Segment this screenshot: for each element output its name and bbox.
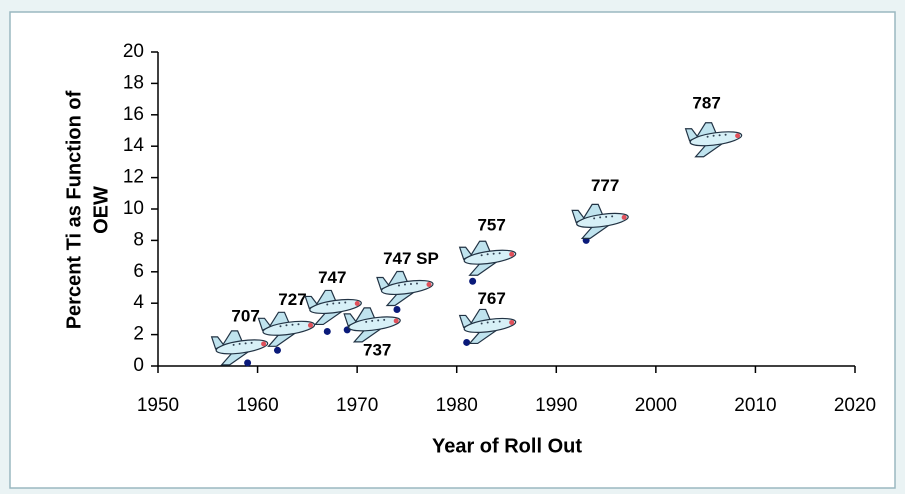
x-tick-label: 2010 [734,395,776,416]
x-tick-label: 2000 [635,395,677,416]
data-point [274,347,281,354]
y-tick-label: 12 [123,167,144,188]
data-point [324,328,331,335]
y-axis-title: Percent Ti as Function of [63,90,85,329]
point-label: 727 [278,290,306,309]
data-point [244,359,251,366]
x-tick-label: 1990 [535,395,577,416]
point-label: 737 [363,340,391,359]
point-label: 747 SP [383,249,439,268]
y-tick-label: 4 [133,292,144,313]
chart: Year of Roll Out Percent Ti as Function … [0,0,905,494]
data-point [469,278,476,285]
point-label: 787 [692,93,720,112]
y-tick-label: 8 [133,229,144,250]
x-tick-label: 1960 [236,395,278,416]
y-tick-label: 2 [133,324,144,345]
point-label: 707 [231,306,259,325]
y-tick-label: 16 [123,104,144,125]
x-tick-label: 2020 [834,395,876,416]
y-tick-label: 18 [123,72,144,93]
data-point [393,306,400,313]
y-tick-label: 20 [123,41,144,62]
point-label: 767 [477,289,505,308]
point-label: 777 [591,176,619,195]
page: Year of Roll Out Percent Ti as Function … [0,0,905,494]
x-tick-label: 1980 [436,395,478,416]
y-axis-title: OEW [90,186,112,234]
x-axis-title: Year of Roll Out [432,435,582,457]
data-point [463,339,470,346]
x-tick-label: 1950 [137,395,179,416]
y-tick-label: 10 [123,198,144,219]
x-tick-label: 1970 [336,395,378,416]
y-tick-label: 6 [133,261,144,282]
point-label: 757 [477,216,505,235]
y-tick-label: 14 [123,135,145,156]
point-label: 747 [318,268,346,287]
y-tick-label: 0 [133,355,144,376]
